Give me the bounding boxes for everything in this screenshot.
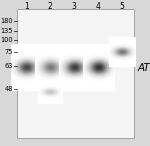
Text: ATF2: ATF2 (137, 63, 150, 73)
Text: 4: 4 (96, 2, 101, 11)
Text: 3: 3 (72, 2, 77, 11)
Text: 100: 100 (0, 37, 13, 43)
Text: 75: 75 (4, 49, 13, 55)
Text: 180: 180 (0, 18, 13, 24)
Text: 135: 135 (0, 28, 13, 34)
Text: 5: 5 (120, 2, 125, 11)
FancyBboxPatch shape (17, 9, 134, 138)
Text: 48: 48 (4, 86, 13, 92)
Text: 1: 1 (24, 2, 29, 11)
Text: 63: 63 (4, 63, 13, 69)
Text: 2: 2 (48, 2, 53, 11)
